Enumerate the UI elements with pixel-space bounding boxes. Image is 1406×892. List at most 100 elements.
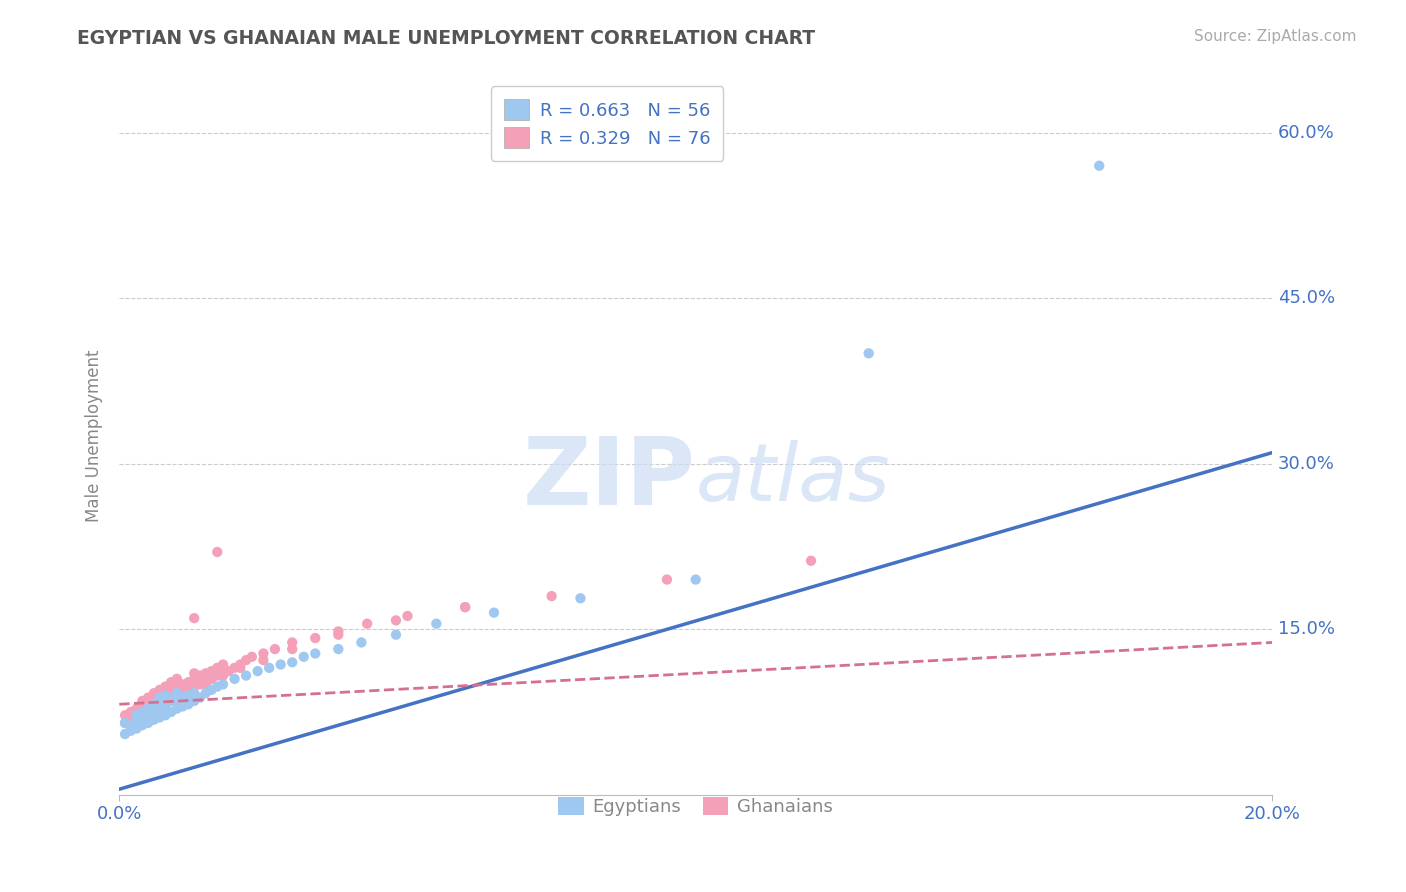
Point <box>350 635 373 649</box>
Point <box>655 573 678 587</box>
Point <box>149 698 172 712</box>
Text: 45.0%: 45.0% <box>1278 289 1336 307</box>
Point <box>125 701 148 715</box>
Point <box>188 668 211 682</box>
Point <box>270 657 292 672</box>
Point <box>252 653 274 667</box>
Point <box>142 698 165 712</box>
Point <box>155 686 177 700</box>
Point <box>200 672 222 686</box>
Point <box>183 672 205 686</box>
Point <box>304 631 326 645</box>
Point <box>114 716 136 731</box>
Point <box>155 689 177 703</box>
Point <box>328 624 350 639</box>
Point <box>246 664 269 678</box>
Point <box>482 606 505 620</box>
Point <box>212 666 235 681</box>
Point <box>281 642 304 657</box>
Point <box>149 690 172 705</box>
Point <box>235 668 257 682</box>
Point <box>131 710 153 724</box>
Point <box>120 719 142 733</box>
Point <box>125 713 148 727</box>
Point <box>149 701 172 715</box>
Point <box>183 680 205 694</box>
Point <box>212 677 235 691</box>
Point <box>569 591 592 606</box>
Point <box>136 708 159 723</box>
Point <box>142 698 165 712</box>
Point <box>160 690 183 705</box>
Point <box>183 694 205 708</box>
Point <box>685 573 707 587</box>
Point <box>114 727 136 741</box>
Point <box>131 694 153 708</box>
Point <box>172 677 194 691</box>
Point <box>120 713 142 727</box>
Point <box>155 708 177 723</box>
Point <box>131 699 153 714</box>
Point <box>155 699 177 714</box>
Point <box>229 657 252 672</box>
Point <box>356 616 378 631</box>
Point <box>149 710 172 724</box>
Point <box>125 710 148 724</box>
Text: atlas: atlas <box>696 440 890 518</box>
Text: ZIP: ZIP <box>523 434 696 525</box>
Point <box>172 690 194 705</box>
Point <box>142 705 165 719</box>
Point <box>328 628 350 642</box>
Point <box>194 666 217 681</box>
Point <box>385 613 408 627</box>
Point <box>131 718 153 732</box>
Point <box>149 690 172 705</box>
Point <box>540 589 562 603</box>
Point <box>120 723 142 738</box>
Point <box>166 689 188 703</box>
Point <box>114 708 136 723</box>
Point <box>1088 159 1111 173</box>
Point <box>292 649 315 664</box>
Point <box>149 698 172 712</box>
Text: Source: ZipAtlas.com: Source: ZipAtlas.com <box>1194 29 1357 44</box>
Text: 15.0%: 15.0% <box>1278 620 1334 638</box>
Point <box>155 689 177 703</box>
Point <box>218 664 240 678</box>
Point <box>142 713 165 727</box>
Point <box>125 705 148 719</box>
Point <box>155 680 177 694</box>
Point <box>136 690 159 705</box>
Point <box>281 655 304 669</box>
Point <box>200 682 222 697</box>
Point <box>125 708 148 723</box>
Point <box>136 701 159 715</box>
Point <box>160 705 183 719</box>
Point <box>160 690 183 705</box>
Point <box>281 635 304 649</box>
Point <box>183 611 205 625</box>
Point <box>454 600 477 615</box>
Point <box>425 616 447 631</box>
Point <box>177 698 200 712</box>
Point <box>800 554 823 568</box>
Point <box>194 675 217 690</box>
Point <box>188 677 211 691</box>
Point <box>252 647 274 661</box>
Point <box>166 680 188 694</box>
Point <box>328 642 350 657</box>
Point <box>149 682 172 697</box>
Point <box>136 698 159 712</box>
Point <box>136 705 159 719</box>
Point <box>264 642 287 657</box>
Text: 30.0%: 30.0% <box>1278 455 1334 473</box>
Point <box>858 346 880 360</box>
Point <box>229 661 252 675</box>
Point <box>304 647 326 661</box>
Point <box>194 677 217 691</box>
Point <box>160 694 183 708</box>
Y-axis label: Male Unemployment: Male Unemployment <box>86 350 103 523</box>
Point <box>194 686 217 700</box>
Point <box>166 701 188 715</box>
Point <box>142 686 165 700</box>
